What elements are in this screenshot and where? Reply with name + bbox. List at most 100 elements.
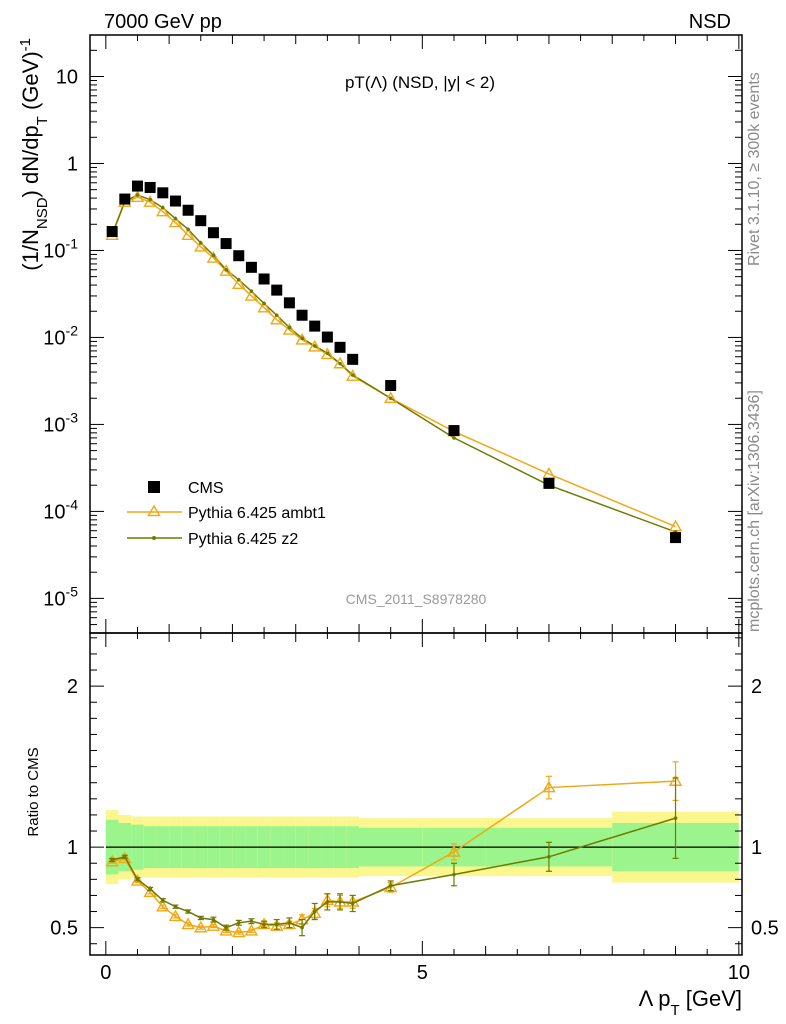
ratio-ambt1-marker [156,899,170,912]
main-panel-series [105,180,683,544]
ratio-z2-marker [135,877,140,882]
z2-marker [388,396,393,401]
cms-marker [296,309,308,321]
z2-marker [249,289,254,294]
x-tick-label: 0 [100,962,111,984]
z2-marker [287,325,292,330]
y-tick-label: 10 [56,67,78,89]
z2-marker [236,277,241,282]
ratio-z2-marker [224,925,228,930]
ambt1-marker [206,251,221,263]
legend-marker-cms [148,481,160,493]
y-tick-label: 1 [67,153,78,175]
cms-marker [119,193,131,205]
ambt1-marker [345,369,360,381]
cms-marker [207,227,219,239]
z2-marker [338,361,342,366]
ratio-uncertainty-bands [105,810,739,885]
header-left-label: 7000 GeV pp [104,11,222,33]
ratio-y-tick-label: 2 [751,676,762,698]
y-tick-label: 10-3 [43,409,78,436]
ratio-ambt1-marker [270,919,284,931]
ratio-ambt1-marker [542,780,556,793]
header-right-label: NSD [689,11,731,33]
ratio-ambt1-marker [194,920,208,933]
ambt1-marker [282,323,297,335]
cms-marker [309,320,321,332]
z2-marker [198,241,203,245]
legend-marker-z2 [152,536,156,540]
ratio-panel-series [105,761,683,938]
ambt1-marker [295,332,309,345]
ratio-ambt1-marker [168,909,183,922]
legend-label-z2: Pythia 6.425 z2 [188,531,298,548]
ratio-y-tick-label: 0.5 [50,918,78,940]
ratio-ambt1-marker [232,925,246,938]
cms-marker [182,204,194,216]
ratio-z2-marker [452,872,456,877]
legend: CMS Pythia 6.425 ambt1 Pythia 6.425 z2 [127,480,326,548]
cms-marker [220,238,232,250]
ambt1-line [111,196,676,528]
ratio-z2-marker [673,816,678,820]
cms-marker [233,250,245,262]
ratio-z2-marker [262,922,266,927]
rivet-note: Rivet 3.1.10, ≥ 300k events [746,72,763,266]
ratio-z2-marker [350,901,355,906]
cms-marker [169,195,181,207]
ambt1-marker [257,300,271,313]
ratio-panel-frame [89,632,743,956]
z2-marker [350,373,355,377]
ratio-z2-marker [186,909,190,914]
plot-frames [89,34,743,956]
cms-marker [271,284,283,296]
ratio-y-tick-label: 2 [67,676,78,698]
ratio-z2-marker [160,898,165,903]
cms-marker [144,181,156,193]
z2-marker [452,436,456,440]
ambt1-marker [156,204,170,217]
ratio-ambt1-marker [130,874,145,886]
cms-marker [543,477,555,489]
cms-marker [131,180,143,192]
z2-marker [160,205,165,210]
z2-marker [148,197,152,202]
plot-title: pT(Λ) (NSD, |y| < 2) [345,73,495,92]
ambt1-marker [232,277,246,289]
ratio-ambt1-marker [244,923,259,936]
z2-marker [325,351,330,355]
z2-marker [300,336,304,341]
ratio-z2-marker [123,854,127,859]
ratio-y-tick-label: 1 [751,837,762,859]
ambt1-marker [308,339,322,352]
x-tick-label: 10 [728,962,750,984]
y-tick-label: 10-5 [43,583,78,610]
cms-marker [157,187,169,199]
ratio-z2-marker [173,904,178,909]
cms-marker [195,215,207,227]
axis-ticks [90,34,742,955]
z2-line [111,194,676,533]
ratio-y-tick-label: 0.5 [751,918,779,940]
cms-marker [321,331,333,343]
ambt1-marker [219,264,233,276]
ratio-z2-marker [300,925,304,930]
legend-marker-ambt1 [147,504,161,517]
z2-marker [274,313,279,318]
ratio-z2-marker [236,921,241,925]
legend-label-ambt1: Pythia 6.425 ambt1 [188,505,326,522]
ratio-z2-marker [388,883,393,888]
z2-marker [224,267,228,272]
ratio-ambt1-marker [181,917,195,930]
legend-label-cms: CMS [188,480,224,497]
cms-marker [334,341,346,353]
ambt1-marker [270,312,284,325]
ratio-z2-marker [287,921,292,925]
ratio-ambt1-marker [105,854,119,867]
cms-marker [283,297,295,309]
z2-marker [173,216,178,221]
ratio-z2-marker [312,909,317,914]
z2-marker [262,301,266,306]
ratio-z2-marker [338,900,342,904]
